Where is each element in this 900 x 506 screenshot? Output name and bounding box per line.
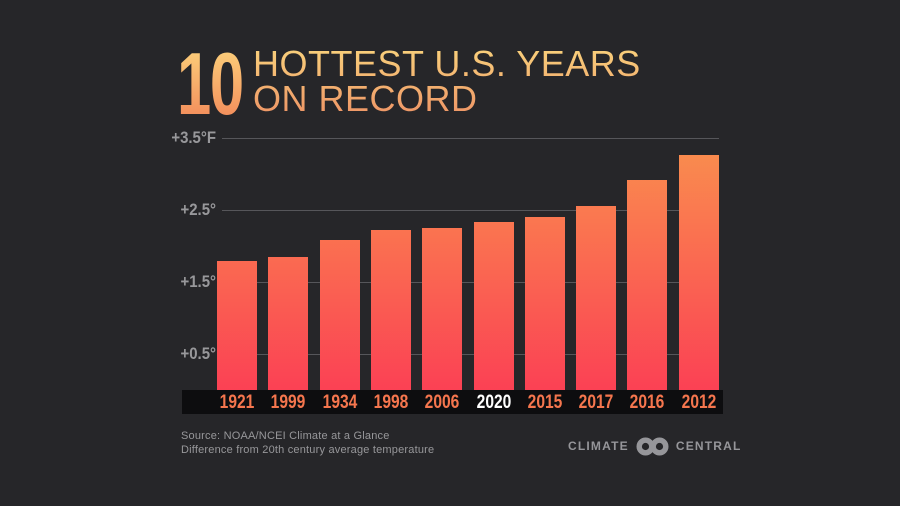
year-label-1998: 1998: [373, 392, 409, 413]
y-tick-label-1.5: +1.5°: [180, 272, 216, 291]
source-note: Source: NOAA/NCEI Climate at a Glance Di…: [181, 429, 434, 457]
bar-2020: [473, 221, 514, 390]
source-line-2: Difference from 20th century average tem…: [181, 444, 435, 456]
y-tick-label-3.5: +3.5°F: [171, 128, 216, 147]
bar-1934: [319, 239, 360, 390]
bar-1921: [217, 261, 257, 390]
logo-text-climate: CLIMATE: [568, 439, 629, 453]
y-gridline-3.5: [222, 138, 719, 139]
year-label-1999: 1999: [270, 392, 306, 413]
x-axis-strip: [182, 390, 723, 414]
logo-rings-icon: [636, 435, 669, 458]
source-line-1: Source: NOAA/NCEI Climate at a Glance: [181, 430, 390, 442]
year-label-2020: 2020: [476, 392, 511, 413]
y-gridline-0.5: [222, 354, 719, 355]
title-number: 10: [177, 34, 244, 133]
bar-2015: [524, 217, 565, 390]
year-label-2017: 2017: [578, 392, 614, 413]
bar-1999: [268, 256, 309, 390]
y-tick-label-0.5: +0.5°: [180, 344, 216, 363]
year-label-2012: 2012: [681, 392, 717, 413]
bar-2006: [422, 228, 463, 390]
bar-1998: [370, 230, 411, 390]
year-label-2016: 2016: [630, 392, 665, 413]
year-label-1934: 1934: [322, 392, 357, 413]
logo-text-central: CENTRAL: [675, 439, 742, 453]
bar-2016: [627, 179, 668, 390]
y-gridline-1.5: [222, 282, 719, 283]
year-label-2006: 2006: [424, 392, 460, 413]
bar-2012: [678, 155, 719, 390]
y-tick-label-2.5: +2.5°: [180, 200, 216, 219]
y-gridline-2.5: [222, 210, 719, 211]
climate-central-logo: CLIMATE CENTRAL: [568, 435, 742, 457]
year-label-1921: 1921: [219, 392, 255, 413]
year-label-2015: 2015: [527, 392, 563, 413]
bar-2017: [576, 205, 617, 390]
